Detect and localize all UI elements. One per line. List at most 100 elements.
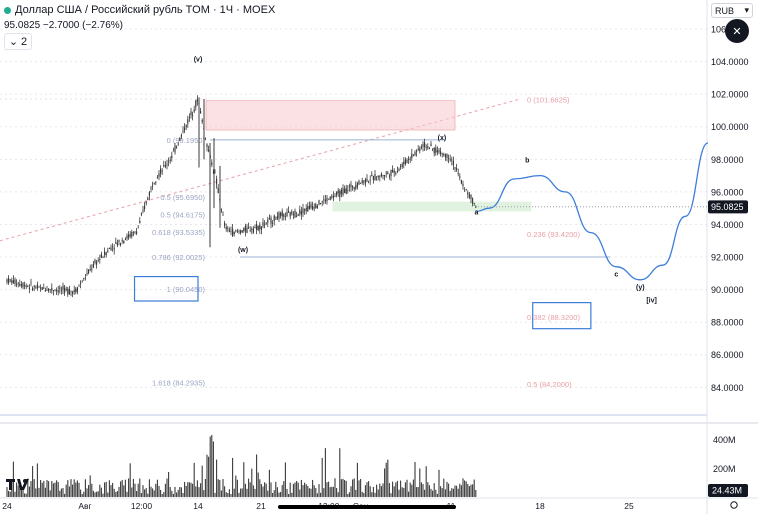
- candle-body: [371, 174, 373, 177]
- candle-body: [145, 201, 147, 204]
- candle-body: [235, 230, 237, 231]
- volume-bar: [24, 493, 26, 497]
- candle-body: [324, 199, 326, 202]
- volume-bar: [355, 489, 357, 497]
- volume-bar: [25, 493, 27, 497]
- candle-body: [108, 247, 110, 250]
- volume-bar: [72, 484, 74, 497]
- candle-body: [86, 273, 88, 275]
- volume-bar: [76, 480, 78, 497]
- volume-bar: [187, 482, 189, 497]
- candle-body: [428, 147, 430, 149]
- volume-bar: [91, 483, 93, 497]
- volume-bar: [248, 478, 250, 497]
- volume-bar: [208, 456, 210, 497]
- candle-body: [260, 226, 262, 230]
- volume-bar: [70, 479, 72, 497]
- candle-body: [382, 175, 384, 176]
- candle-body: [32, 288, 34, 291]
- candle-body: [406, 159, 408, 163]
- candle-body: [182, 130, 184, 132]
- time-scrollbar[interactable]: [278, 505, 456, 509]
- volume-bar: [168, 472, 170, 497]
- volume-bar: [427, 482, 429, 497]
- settings-gear-icon: [730, 501, 738, 509]
- volume-bar: [60, 488, 62, 497]
- candle-body: [323, 199, 325, 201]
- volume-bar: [412, 479, 414, 497]
- candle-body: [467, 192, 469, 195]
- volume-bar: [347, 494, 349, 497]
- volume-bar: [137, 483, 139, 497]
- volume-bar: [219, 479, 221, 497]
- candle-body: [358, 180, 360, 185]
- volume-bar: [270, 482, 272, 497]
- volume-bar: [126, 491, 128, 497]
- candle-body: [27, 286, 29, 287]
- volume-bar: [14, 491, 16, 497]
- volume-bar: [192, 483, 194, 497]
- volume-bar: [384, 468, 386, 497]
- candle-body: [401, 163, 403, 167]
- candle-body: [43, 287, 45, 289]
- candle-body: [350, 184, 352, 187]
- volume-tick-label: 400M: [713, 435, 736, 445]
- volume-bar: [452, 488, 454, 497]
- volume-bar: [289, 482, 291, 497]
- projection: [476, 142, 709, 281]
- candle-body: [212, 171, 214, 173]
- volume-bar: [400, 480, 402, 497]
- indicator-count: 2: [21, 35, 28, 48]
- candle-body: [339, 191, 341, 198]
- price-tick-label: 102.0000: [711, 90, 749, 100]
- indicators-collapse-button[interactable]: ⌄ 2: [4, 33, 32, 50]
- candle-body: [227, 227, 229, 229]
- candle-body: [8, 277, 10, 283]
- volume-bar: [392, 481, 394, 497]
- volume-bar: [174, 486, 176, 497]
- candle-body: [56, 290, 58, 291]
- volume-bar: [448, 483, 450, 497]
- candle-body: [84, 277, 86, 279]
- volume-bar: [379, 483, 381, 497]
- volume-bar: [206, 454, 208, 497]
- candle-body: [137, 227, 139, 229]
- candle-body: [449, 159, 451, 161]
- fib-level-label: 0 (99.1950): [167, 136, 206, 145]
- candles: [6, 95, 477, 298]
- candle-body: [286, 212, 288, 217]
- currency-select[interactable]: RUB ▾: [711, 3, 753, 18]
- cursor-icon[interactable]: ✕: [725, 19, 749, 43]
- volume-bar: [188, 482, 190, 497]
- symbol-title[interactable]: Доллар США / Российский рубль TOM · 1Ч ·…: [15, 4, 276, 16]
- volume-bar: [297, 482, 299, 497]
- volume-bar: [104, 482, 106, 497]
- candle-body: [118, 240, 120, 242]
- volume-bar: [134, 483, 136, 497]
- candle-body: [41, 287, 43, 290]
- volume-bar: [300, 479, 302, 497]
- volume-bar: [59, 490, 61, 497]
- zones: [133, 100, 592, 330]
- volume-bar: [193, 462, 195, 497]
- candle-body: [433, 147, 435, 154]
- price-tick-label: 94.0000: [711, 220, 744, 230]
- price-axis[interactable]: 84.0000 86.0000 88.0000 90.0000 92.0000 94.00…: [475, 25, 749, 393]
- candle-body: [347, 189, 349, 191]
- candle-body: [417, 148, 419, 150]
- candle-body: [216, 178, 218, 184]
- candle-body: [59, 287, 61, 289]
- volume-bar: [233, 488, 235, 497]
- candle-body: [75, 288, 77, 293]
- volume-bar: [350, 486, 352, 497]
- volume-bar: [390, 493, 392, 497]
- fib-extension-label: 0.5 (84.2000): [527, 380, 572, 389]
- candle-body: [276, 216, 278, 220]
- candle-body: [254, 226, 256, 228]
- volume-bar: [262, 486, 264, 497]
- candle-body: [168, 161, 170, 163]
- volume-bar: [200, 483, 202, 497]
- candle-body: [176, 146, 178, 148]
- candle-body: [241, 230, 243, 233]
